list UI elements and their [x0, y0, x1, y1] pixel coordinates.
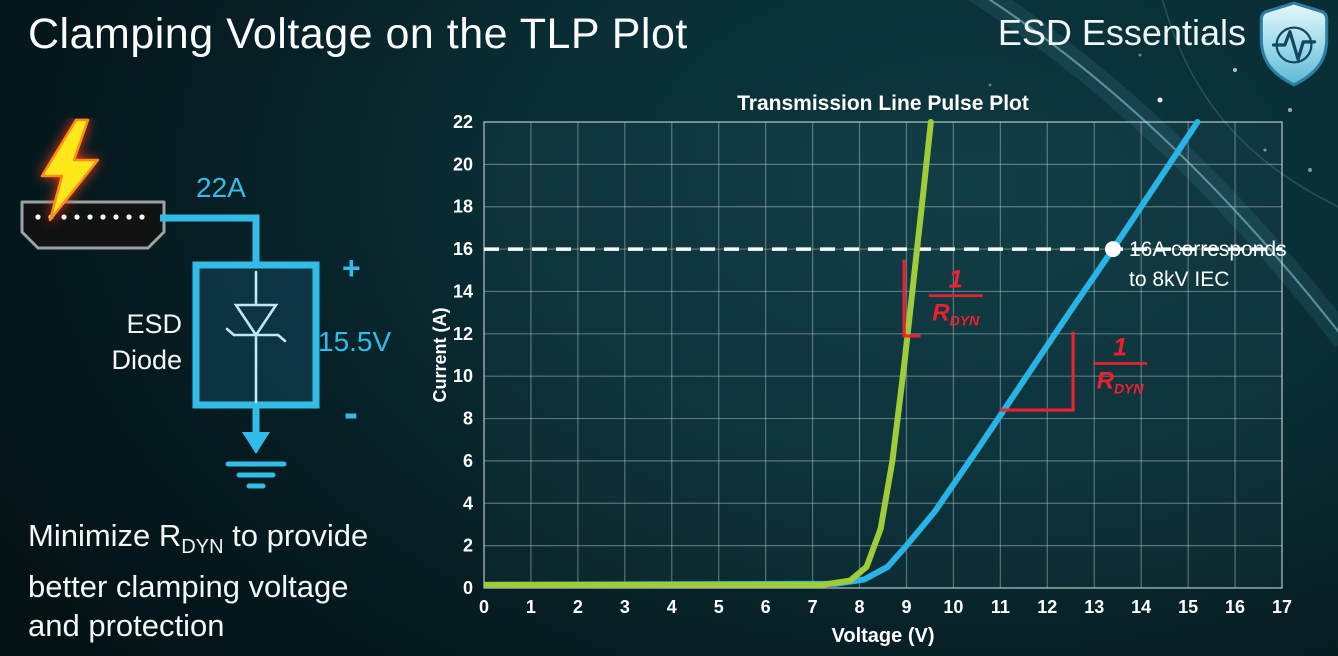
svg-text:9: 9 [901, 597, 911, 617]
svg-text:8: 8 [463, 409, 473, 429]
esd-circuit [160, 214, 320, 489]
tvs-diode-symbol [225, 270, 287, 404]
tlp-chart: 1 RDYN 1 RDYN 16A corresponds to 8kV IEC Trans… [420, 88, 1338, 656]
x-tick-labels: 0 1 2 3 4 5 6 7 8 9 10 11 12 13 14 15 16 17 [479, 597, 1292, 617]
clamp-voltage-label: 15.5V [318, 326, 392, 357]
plot-border [483, 121, 1283, 589]
iec-marker-label: 16A corresponds to 8kV IEC [1129, 238, 1287, 291]
surge-current-label: 22A [196, 172, 246, 203]
svg-text:14: 14 [453, 281, 473, 301]
circuit-wire [160, 214, 260, 265]
note-line3: and protection [28, 608, 225, 644]
svg-text:18: 18 [453, 197, 473, 217]
svg-text:16A corresponds: 16A corresponds [1129, 238, 1287, 261]
shield-pulse-icon [1259, 1, 1329, 87]
minus-sign: - [344, 389, 358, 436]
y-tick-labels: 0 2 4 6 8 10 12 14 16 18 20 22 [453, 112, 473, 598]
hdmi-connector-icon [20, 200, 166, 250]
svg-text:13: 13 [1084, 597, 1104, 617]
svg-text:17: 17 [1272, 597, 1292, 617]
note-rdyn-subscript: DYN [181, 536, 224, 559]
svg-text:10: 10 [943, 597, 963, 617]
svg-text:7: 7 [808, 597, 818, 617]
brand-label: ESD Essentials [997, 12, 1246, 53]
svg-text:to 8kV IEC: to 8kV IEC [1129, 268, 1229, 291]
svg-text:1: 1 [1113, 333, 1127, 361]
svg-text:1: 1 [526, 597, 536, 617]
note-line2: better clamping voltage [28, 569, 349, 605]
ground-symbol-icon [225, 461, 287, 489]
svg-text:8: 8 [855, 597, 865, 617]
y-axis-label: Current (A) [430, 308, 450, 403]
svg-text:0: 0 [463, 578, 473, 598]
note-text: Minimize RDYN to provide better clamping… [28, 516, 448, 645]
esd-diode-label-line2: Diode [111, 345, 182, 375]
svg-text:15: 15 [1178, 597, 1198, 617]
series-low-rdyn-diode [484, 119, 934, 588]
svg-text:12: 12 [1037, 597, 1057, 617]
svg-text:22: 22 [453, 112, 473, 132]
svg-text:4: 4 [463, 493, 473, 513]
svg-text:16: 16 [453, 239, 473, 259]
series-high-rdyn-diode [484, 119, 1201, 588]
svg-text:6: 6 [761, 597, 771, 617]
lightning-bolt-icon [40, 118, 100, 222]
svg-text:20: 20 [453, 154, 473, 174]
esd-diode-label-line1: ESD [126, 309, 182, 339]
page-title: Clamping Voltage on the TLP Plot [28, 10, 688, 58]
plus-sign: + [342, 250, 361, 286]
svg-text:3: 3 [620, 597, 630, 617]
esd-diode-label: ESD Diode [62, 306, 182, 378]
note-line1-pre: Minimize R [28, 518, 182, 553]
svg-text:2: 2 [573, 597, 583, 617]
svg-text:10: 10 [453, 366, 473, 386]
chart-title: Transmission Line Pulse Plot [737, 92, 1029, 115]
svg-text:11: 11 [991, 597, 1010, 617]
svg-text:6: 6 [463, 451, 473, 471]
note-line1-post: to provide [223, 518, 369, 553]
svg-text:2: 2 [463, 536, 473, 556]
svg-text:4: 4 [667, 597, 677, 617]
esd-strike-art [20, 118, 166, 250]
svg-text:5: 5 [714, 597, 724, 617]
svg-text:0: 0 [479, 597, 489, 617]
svg-text:12: 12 [453, 324, 473, 344]
svg-text:16: 16 [1225, 597, 1245, 617]
x-axis-label: Voltage (V) [832, 625, 935, 647]
svg-text:14: 14 [1131, 597, 1151, 617]
iec-marker-dot [1105, 241, 1122, 258]
svg-text:1: 1 [949, 266, 963, 294]
arrow-down-icon [242, 432, 270, 454]
